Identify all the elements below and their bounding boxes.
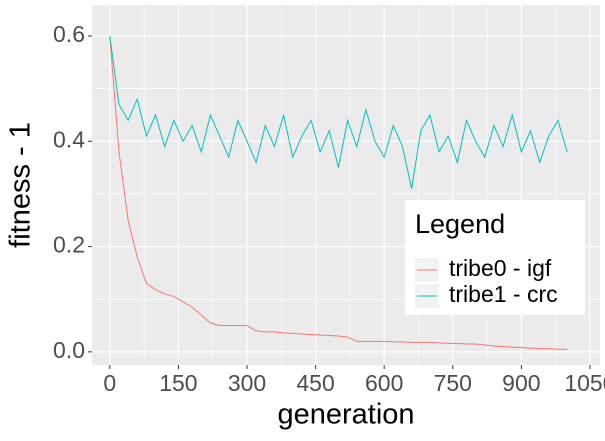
- x-tick-label: 900: [502, 370, 540, 396]
- legend-title: Legend: [415, 209, 505, 239]
- series-line: [109, 36, 568, 350]
- x-tick-label: 600: [365, 370, 403, 396]
- x-tick-label: 0: [103, 370, 116, 396]
- x-tick-label: 150: [159, 370, 197, 396]
- x-tick-label: 1050: [564, 370, 605, 396]
- y-tick-label: 0.0: [53, 337, 85, 363]
- x-tick-label: 450: [296, 370, 334, 396]
- legend-label: tribe0 - igf: [449, 255, 552, 281]
- x-axis-title: generation: [277, 399, 414, 431]
- series-line: [109, 35, 568, 189]
- y-tick-label: 0.4: [53, 126, 85, 152]
- x-tick-label: 750: [434, 370, 472, 396]
- y-axis-title: fitness - 1: [5, 122, 37, 248]
- legend-label: tribe1 - crc: [449, 281, 558, 307]
- y-tick-label: 0.6: [53, 21, 85, 47]
- x-tick-label: 300: [228, 370, 266, 396]
- y-tick-label: 0.2: [53, 232, 85, 258]
